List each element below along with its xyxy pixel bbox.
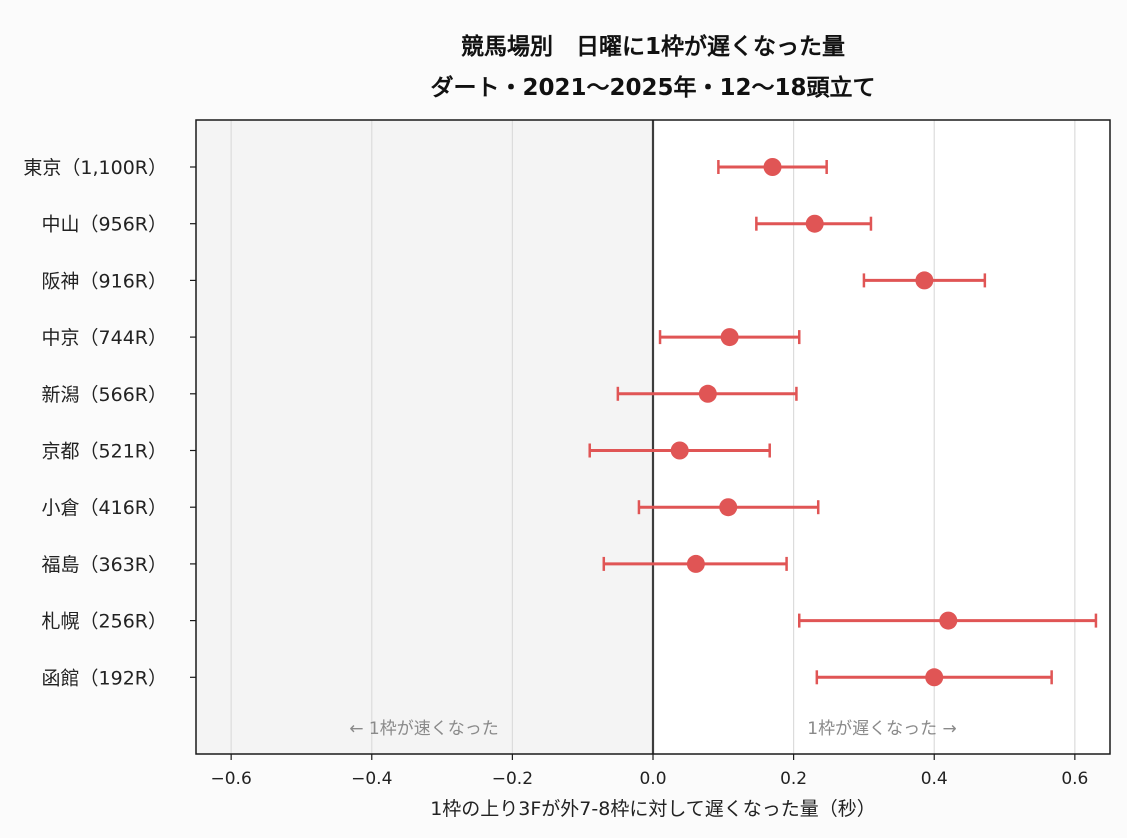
x-axis-label: 1枠の上り3Fが外7-8枠に対して遅くなった量（秒） bbox=[430, 798, 876, 820]
data-point bbox=[686, 554, 705, 573]
category-label: 函館（192R） bbox=[42, 667, 167, 689]
x-tick-label: −0.6 bbox=[211, 769, 252, 789]
category-label: 阪神（916R） bbox=[42, 270, 167, 292]
category-label: 札幌（256R） bbox=[42, 611, 167, 633]
category-label: 中京（744R） bbox=[42, 327, 167, 349]
x-tick-label: 0.6 bbox=[1061, 769, 1088, 789]
x-tick-label: 0.2 bbox=[780, 769, 807, 789]
annotation-faster: ← 1枠が速くなった bbox=[349, 719, 498, 739]
data-point bbox=[805, 214, 824, 233]
data-point bbox=[925, 668, 944, 687]
data-point bbox=[915, 271, 934, 290]
data-point bbox=[670, 441, 689, 460]
x-tick-label: −0.4 bbox=[351, 769, 392, 789]
chart-subtitle: ダート・2021〜2025年・12〜18頭立て bbox=[430, 74, 875, 101]
data-point bbox=[720, 328, 739, 347]
category-label: 中山（956R） bbox=[42, 214, 167, 236]
category-label: 京都（521R） bbox=[42, 441, 167, 463]
data-marks bbox=[588, 158, 1098, 687]
category-label: 東京（1,100R） bbox=[23, 157, 167, 179]
category-label: 小倉（416R） bbox=[42, 497, 167, 519]
category-label: 福島（363R） bbox=[42, 554, 167, 576]
data-point bbox=[698, 384, 717, 403]
x-tick-label: −0.2 bbox=[492, 769, 533, 789]
x-tick-label: 0.0 bbox=[639, 769, 666, 789]
chart-title: 競馬場別 日曜に1枠が遅くなった量 bbox=[461, 33, 845, 60]
grid-lines bbox=[195, 119, 1111, 755]
negative-region-shade bbox=[196, 120, 653, 754]
annotation-slower: 1枠が遅くなった → bbox=[807, 719, 956, 739]
category-labels: 東京（1,100R） 中山（956R） 阪神（916R） 中京（744R） 新潟（566… bbox=[23, 157, 196, 689]
category-label: 新潟（566R） bbox=[42, 384, 167, 406]
x-tick-label: 0.4 bbox=[921, 769, 948, 789]
data-point bbox=[719, 498, 738, 517]
x-ticks: −0.6 −0.4 −0.2 0.0 0.2 0.4 0.6 bbox=[211, 754, 1088, 789]
data-point bbox=[763, 158, 782, 176]
data-point bbox=[939, 611, 958, 630]
